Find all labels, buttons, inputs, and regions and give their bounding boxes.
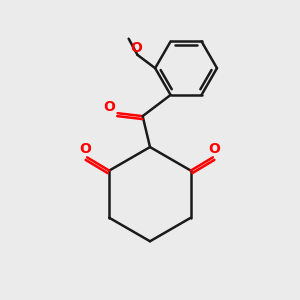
Text: O: O: [208, 142, 220, 156]
Text: O: O: [130, 40, 142, 55]
Text: O: O: [103, 100, 115, 114]
Text: O: O: [80, 142, 92, 156]
